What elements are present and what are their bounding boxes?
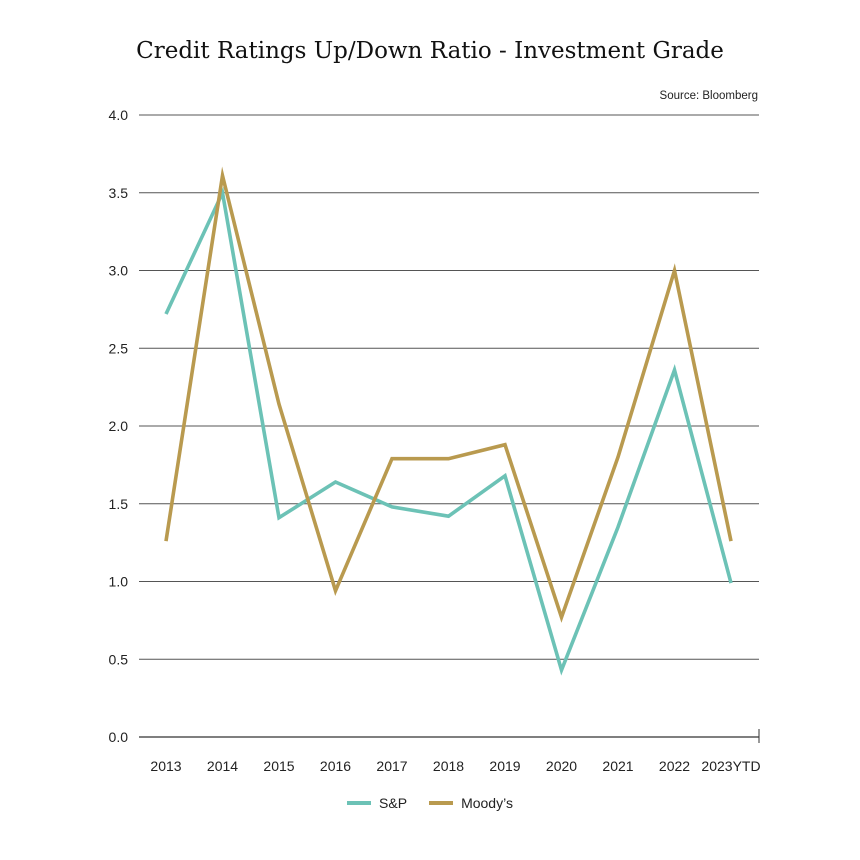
axes (139, 729, 760, 743)
x-tick-label: 2017 (376, 758, 407, 774)
y-tick-label: 0.5 (109, 651, 129, 667)
x-tick-label: 2013 (150, 758, 181, 774)
series-line-moodys (164, 166, 733, 623)
x-tick-label: 2014 (207, 758, 238, 774)
y-tick-label: 1.5 (109, 496, 129, 512)
legend: S&P Moody’s (0, 795, 860, 811)
x-tick-label: 2018 (433, 758, 464, 774)
legend-item-sp: S&P (347, 795, 407, 811)
y-tick-label: 3.5 (109, 185, 129, 201)
series-lines (164, 166, 733, 676)
x-tick-label: 2021 (602, 758, 633, 774)
x-tick-label: 2015 (263, 758, 294, 774)
legend-swatch-sp (347, 801, 372, 805)
x-tick-label: 2022 (659, 758, 690, 774)
legend-swatch-moodys (429, 801, 454, 805)
y-tick-label: 2.5 (109, 340, 129, 356)
gridlines (139, 114, 759, 660)
y-tick-label: 3.0 (109, 263, 129, 279)
source-note: Source: Bloomberg (659, 90, 758, 102)
series-line-sp (164, 186, 733, 676)
tick-labels: 0.0 0.5 1.0 1.5 2.0 2.5 3.0 3.5 4.0 2013 2014 2015 2… (109, 107, 761, 774)
y-tick-label: 2.0 (109, 418, 129, 434)
chart-title: Credit Ratings Up/Down Ratio - Investmen… (136, 38, 724, 64)
y-tick-label: 1.0 (109, 574, 129, 590)
x-tick-label: 2020 (546, 758, 577, 774)
x-tick-label: 2016 (320, 758, 351, 774)
x-tick-label: 2023YTD (701, 758, 760, 774)
y-tick-label: 4.0 (109, 107, 129, 123)
legend-item-moodys: Moody’s (429, 795, 513, 811)
legend-label-sp: S&P (379, 795, 408, 811)
legend-label-moodys: Moody’s (461, 795, 513, 811)
x-tick-label: 2019 (489, 758, 520, 774)
y-tick-label: 0.0 (109, 729, 129, 745)
